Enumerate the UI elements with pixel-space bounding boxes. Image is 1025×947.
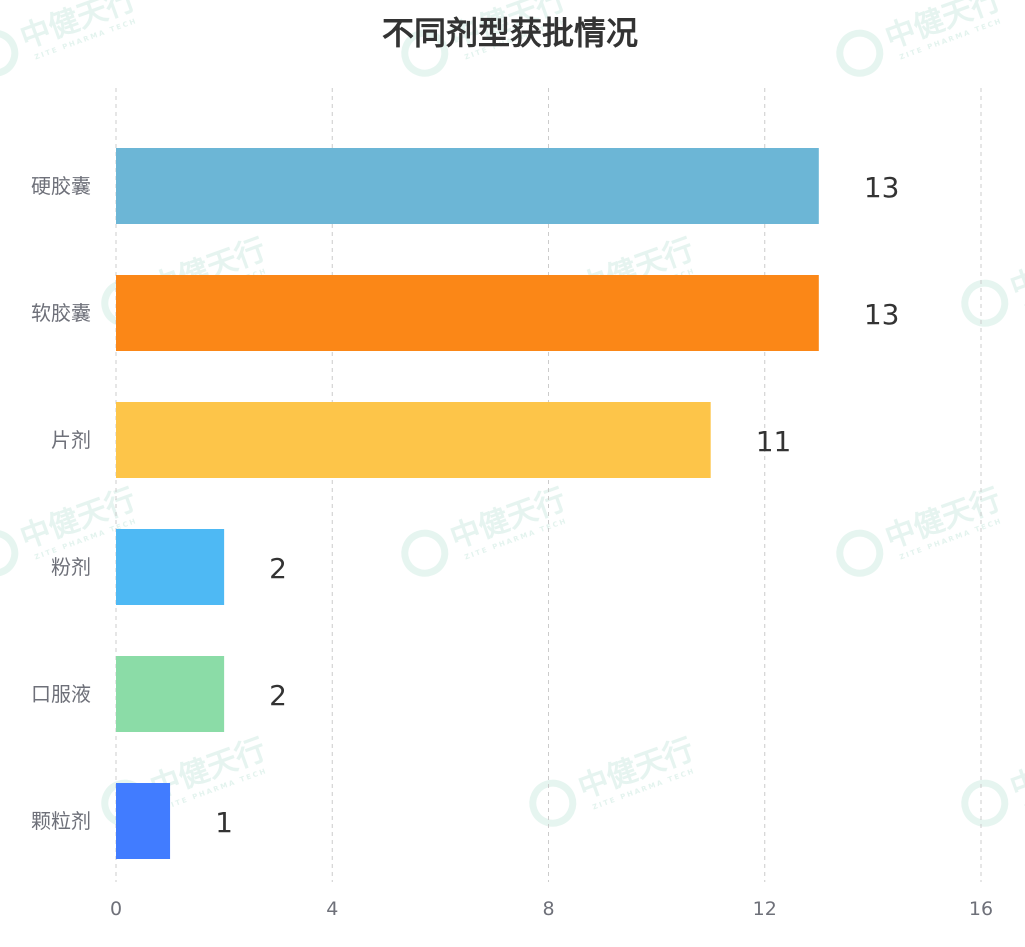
x-tick-label-12: 12 <box>753 898 777 920</box>
category-label-0: 硬胶囊 <box>31 174 91 198</box>
category-label-2: 片剂 <box>51 428 91 452</box>
data-label-0: 13 <box>864 171 900 204</box>
data-label-2: 11 <box>756 425 792 458</box>
bar-5 <box>116 783 171 859</box>
watermark-logo-icon <box>401 529 449 577</box>
data-label-4: 2 <box>269 679 287 712</box>
watermark-logo-icon <box>836 529 884 577</box>
category-label-1: 软胶囊 <box>31 301 91 325</box>
category-label-5: 颗粒剂 <box>31 809 91 833</box>
bar-2 <box>116 402 711 478</box>
watermark-logo-icon <box>401 29 449 77</box>
chart-title: 不同剂型获批情况 <box>382 14 638 52</box>
x-tick-label-4: 4 <box>326 898 338 920</box>
category-label-4: 口服液 <box>31 682 91 706</box>
watermark-logo-icon <box>529 779 577 827</box>
bars-layer <box>116 148 819 859</box>
bar-3 <box>116 529 225 605</box>
x-tick-label-16: 16 <box>969 898 993 920</box>
watermark-logo-icon <box>0 529 19 577</box>
watermark-text: 中健天行 <box>1006 232 1025 306</box>
data-label-1: 13 <box>864 298 900 331</box>
labels-layer: 硬胶囊 13 软胶囊 13 片剂 11 粉剂 2 口服液 2 颗粒剂 1 <box>31 171 899 839</box>
x-tick-label-8: 8 <box>542 898 554 920</box>
bar-4 <box>116 656 225 732</box>
data-label-3: 2 <box>269 552 287 585</box>
watermark-logo-icon <box>0 29 19 77</box>
bar-1 <box>116 275 819 351</box>
watermark-logo-icon <box>961 279 1009 327</box>
watermark-logo-icon <box>961 779 1009 827</box>
grid-layer: 0 4 8 12 16 <box>110 88 993 920</box>
x-tick-label-0: 0 <box>110 898 122 920</box>
watermark-text: 中健天行 <box>1006 732 1025 806</box>
data-label-5: 1 <box>215 806 233 839</box>
category-label-3: 粉剂 <box>51 555 91 579</box>
bar-0 <box>116 148 819 224</box>
watermark-logo-icon <box>836 29 884 77</box>
